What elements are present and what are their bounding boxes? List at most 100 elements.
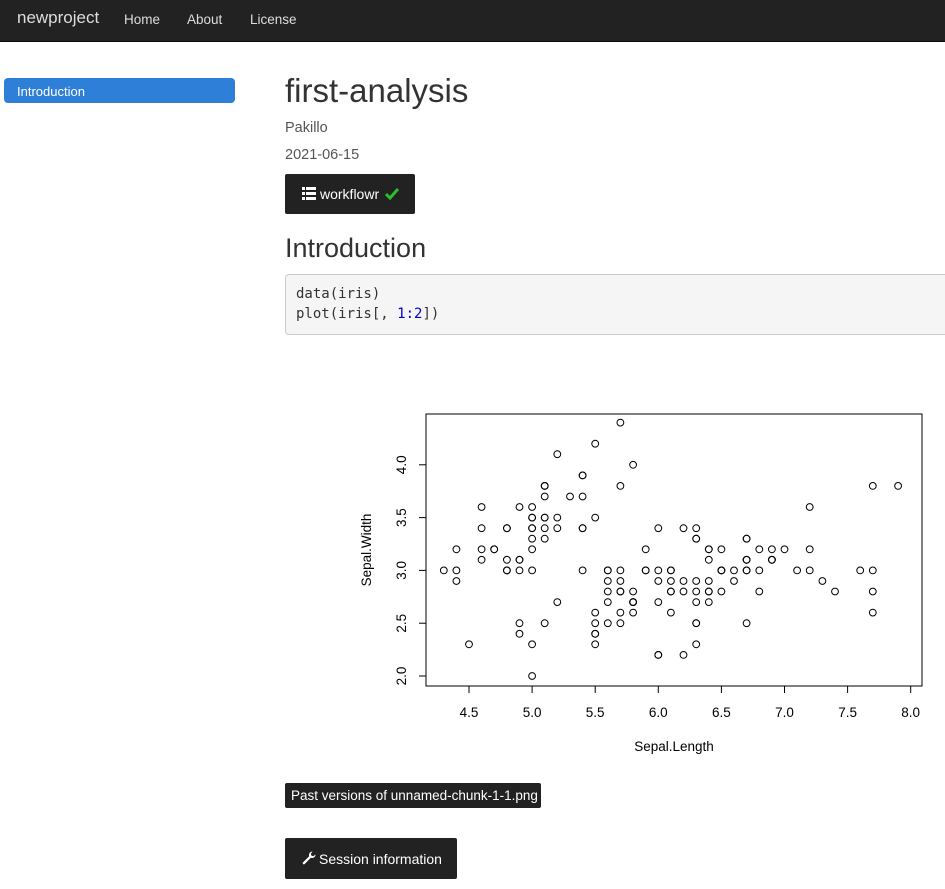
data-point (805, 545, 814, 554)
data-point (654, 566, 663, 575)
data-point (515, 629, 524, 638)
data-point (540, 619, 549, 628)
y-tick-label: 4.0 (394, 455, 409, 474)
data-point (591, 640, 600, 649)
data-point (629, 608, 638, 617)
data-point (540, 513, 549, 522)
data-point (641, 545, 650, 554)
data-point (515, 619, 524, 628)
data-point (667, 608, 675, 617)
data-point (730, 566, 738, 575)
data-point (603, 598, 612, 607)
data-point (641, 566, 650, 575)
data-point (515, 555, 524, 564)
data-point (717, 566, 726, 575)
data-point (717, 545, 726, 554)
data-point (793, 566, 802, 575)
data-point (553, 450, 562, 459)
plot-frame (425, 413, 923, 687)
nav-link-home[interactable]: Home (124, 12, 161, 27)
data-point (692, 534, 701, 543)
past-versions-button[interactable]: Past versions of unnamed-chunk-1-1.png (285, 783, 541, 808)
data-point (591, 513, 600, 522)
scatter-plot: 4.5 5.0 5.5 6.0 6.5 7.0 7.5 8.0 2.0 2.5 3.0 3.5 4.0… (359, 413, 923, 754)
data-point (490, 545, 499, 554)
data-point (616, 577, 625, 585)
data-point (667, 566, 675, 575)
data-point (503, 524, 511, 533)
data-point (704, 587, 713, 596)
data-point (477, 545, 486, 554)
brand-link[interactable]: newproject (17, 8, 100, 27)
data-point (528, 566, 537, 575)
workflowr-button[interactable]: workflowr (285, 174, 415, 214)
data-point (616, 608, 625, 617)
data-point (616, 566, 625, 575)
data-point (452, 577, 461, 585)
data-point (704, 598, 713, 607)
data-point (742, 566, 751, 575)
author: Pakillo (285, 120, 328, 136)
code-text: plot(iris[, (296, 306, 398, 322)
x-tick-label: 6.0 (649, 705, 668, 720)
data-point (692, 598, 701, 607)
nav-link-about[interactable]: About (187, 12, 223, 27)
data-point (528, 524, 537, 533)
data-point (578, 566, 587, 575)
x-tick-label: 6.5 (712, 705, 731, 720)
data-point (768, 545, 776, 554)
data-point (692, 640, 701, 649)
data-point (629, 460, 638, 469)
data-point (679, 651, 688, 659)
data-point (603, 577, 612, 585)
data-point (528, 534, 537, 543)
data-point (692, 619, 701, 628)
data-point (515, 566, 524, 575)
y-tick-label: 2.5 (394, 614, 409, 633)
toc-item-introduction[interactable]: Introduction (4, 78, 235, 103)
code-line: plot(iris[, 1:2]) (296, 306, 439, 322)
data-point (868, 566, 877, 575)
data-point (667, 587, 675, 596)
code-text: ]) (422, 306, 440, 322)
x-tick-label: 7.0 (775, 705, 794, 720)
data-point (654, 577, 663, 585)
data-point (805, 566, 814, 575)
data-point (515, 503, 524, 511)
code-block: data(iris) plot(iris[, 1:2]) (285, 274, 945, 335)
y-axis-label: Sepal.Width (359, 514, 374, 587)
data-point (603, 566, 612, 575)
data-point (528, 513, 537, 522)
data-point (755, 566, 764, 575)
data-point (503, 566, 511, 575)
data-point (591, 439, 600, 448)
section-heading: Introduction (285, 233, 427, 263)
data-point (477, 555, 486, 564)
data-point (679, 587, 688, 596)
data-point (528, 503, 537, 511)
session-information-button[interactable]: Session information (285, 838, 457, 879)
x-tick-label: 5.0 (523, 705, 542, 720)
data-point (477, 503, 486, 511)
data-point (603, 587, 612, 596)
page-title: first-analysis (285, 72, 469, 109)
session-information-label: Session information (319, 851, 442, 867)
data-point (528, 545, 537, 554)
x-tick-label: 4.5 (460, 705, 479, 720)
data-point (679, 577, 688, 585)
data-point (717, 587, 726, 596)
data-point (591, 619, 600, 628)
data-point (540, 482, 549, 490)
data-point (465, 640, 473, 649)
data-point (528, 640, 537, 649)
list-icon (302, 187, 316, 200)
data-point (616, 587, 625, 596)
data-point (553, 598, 562, 607)
data-point (742, 534, 751, 543)
data-point (503, 555, 511, 564)
data-point (894, 482, 902, 490)
x-tick-label: 8.0 (901, 705, 920, 720)
nav-link-license[interactable]: License (250, 12, 297, 27)
data-point (768, 555, 776, 564)
data-point (540, 492, 549, 501)
